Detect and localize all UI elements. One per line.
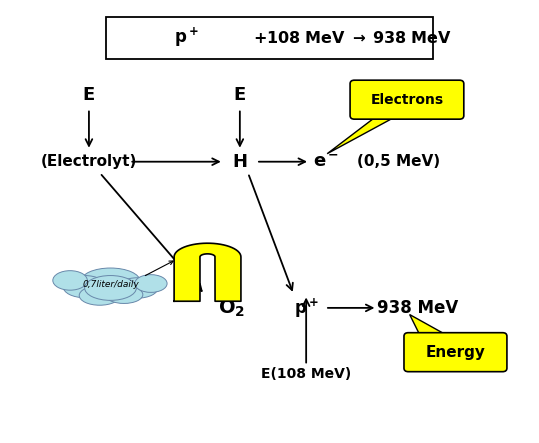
FancyBboxPatch shape xyxy=(107,17,432,59)
Text: $\mathbf{p^+}$: $\mathbf{p^+}$ xyxy=(294,296,319,319)
Text: H: H xyxy=(232,153,247,171)
Text: E(108 MeV): E(108 MeV) xyxy=(261,367,351,381)
Ellipse shape xyxy=(85,276,136,300)
Text: $\mathbf{\rightarrow}$: $\mathbf{\rightarrow}$ xyxy=(350,30,367,45)
Text: $\mathbf{+ 108\ MeV}$: $\mathbf{+ 108\ MeV}$ xyxy=(253,30,345,46)
Ellipse shape xyxy=(117,278,158,298)
Text: $\mathbf{O_2}$: $\mathbf{O_2}$ xyxy=(218,297,245,319)
Ellipse shape xyxy=(135,275,167,292)
Text: (0,5 MeV): (0,5 MeV) xyxy=(357,154,440,169)
Text: (Electrolyt): (Electrolyt) xyxy=(41,154,137,169)
Polygon shape xyxy=(174,243,241,301)
Ellipse shape xyxy=(105,286,143,303)
Text: $\mathbf{p^+}$: $\mathbf{p^+}$ xyxy=(174,26,198,49)
FancyBboxPatch shape xyxy=(404,333,507,372)
Text: 0,7liter/daily: 0,7liter/daily xyxy=(82,280,139,289)
FancyBboxPatch shape xyxy=(350,80,464,119)
Text: E: E xyxy=(234,86,246,104)
Ellipse shape xyxy=(81,268,140,295)
Text: $\mathbf{e^-}$: $\mathbf{e^-}$ xyxy=(313,153,339,171)
Ellipse shape xyxy=(53,271,87,290)
Polygon shape xyxy=(327,113,402,154)
Text: Electrons: Electrons xyxy=(370,93,444,107)
Polygon shape xyxy=(410,315,445,336)
Ellipse shape xyxy=(63,276,106,298)
Text: 938 MeV: 938 MeV xyxy=(377,299,458,317)
Text: E: E xyxy=(83,86,95,104)
Text: Energy: Energy xyxy=(425,345,486,360)
Ellipse shape xyxy=(79,286,120,305)
Text: $\mathbf{938\ MeV}$: $\mathbf{938\ MeV}$ xyxy=(372,30,452,46)
